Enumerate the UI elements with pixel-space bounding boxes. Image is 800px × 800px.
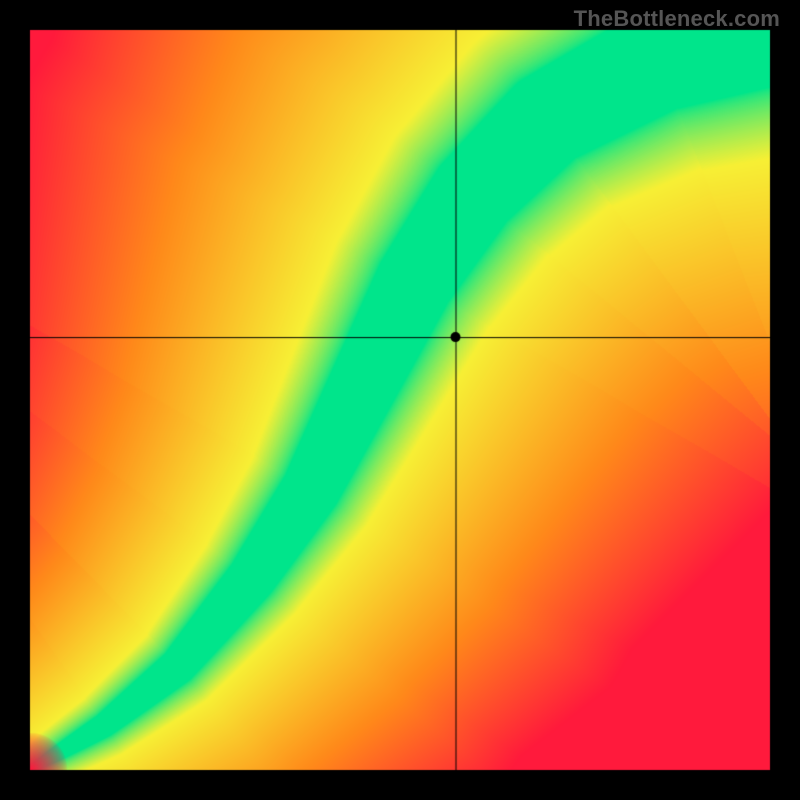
watermark-text: TheBottleneck.com bbox=[574, 6, 780, 32]
heatmap-canvas bbox=[0, 0, 800, 800]
